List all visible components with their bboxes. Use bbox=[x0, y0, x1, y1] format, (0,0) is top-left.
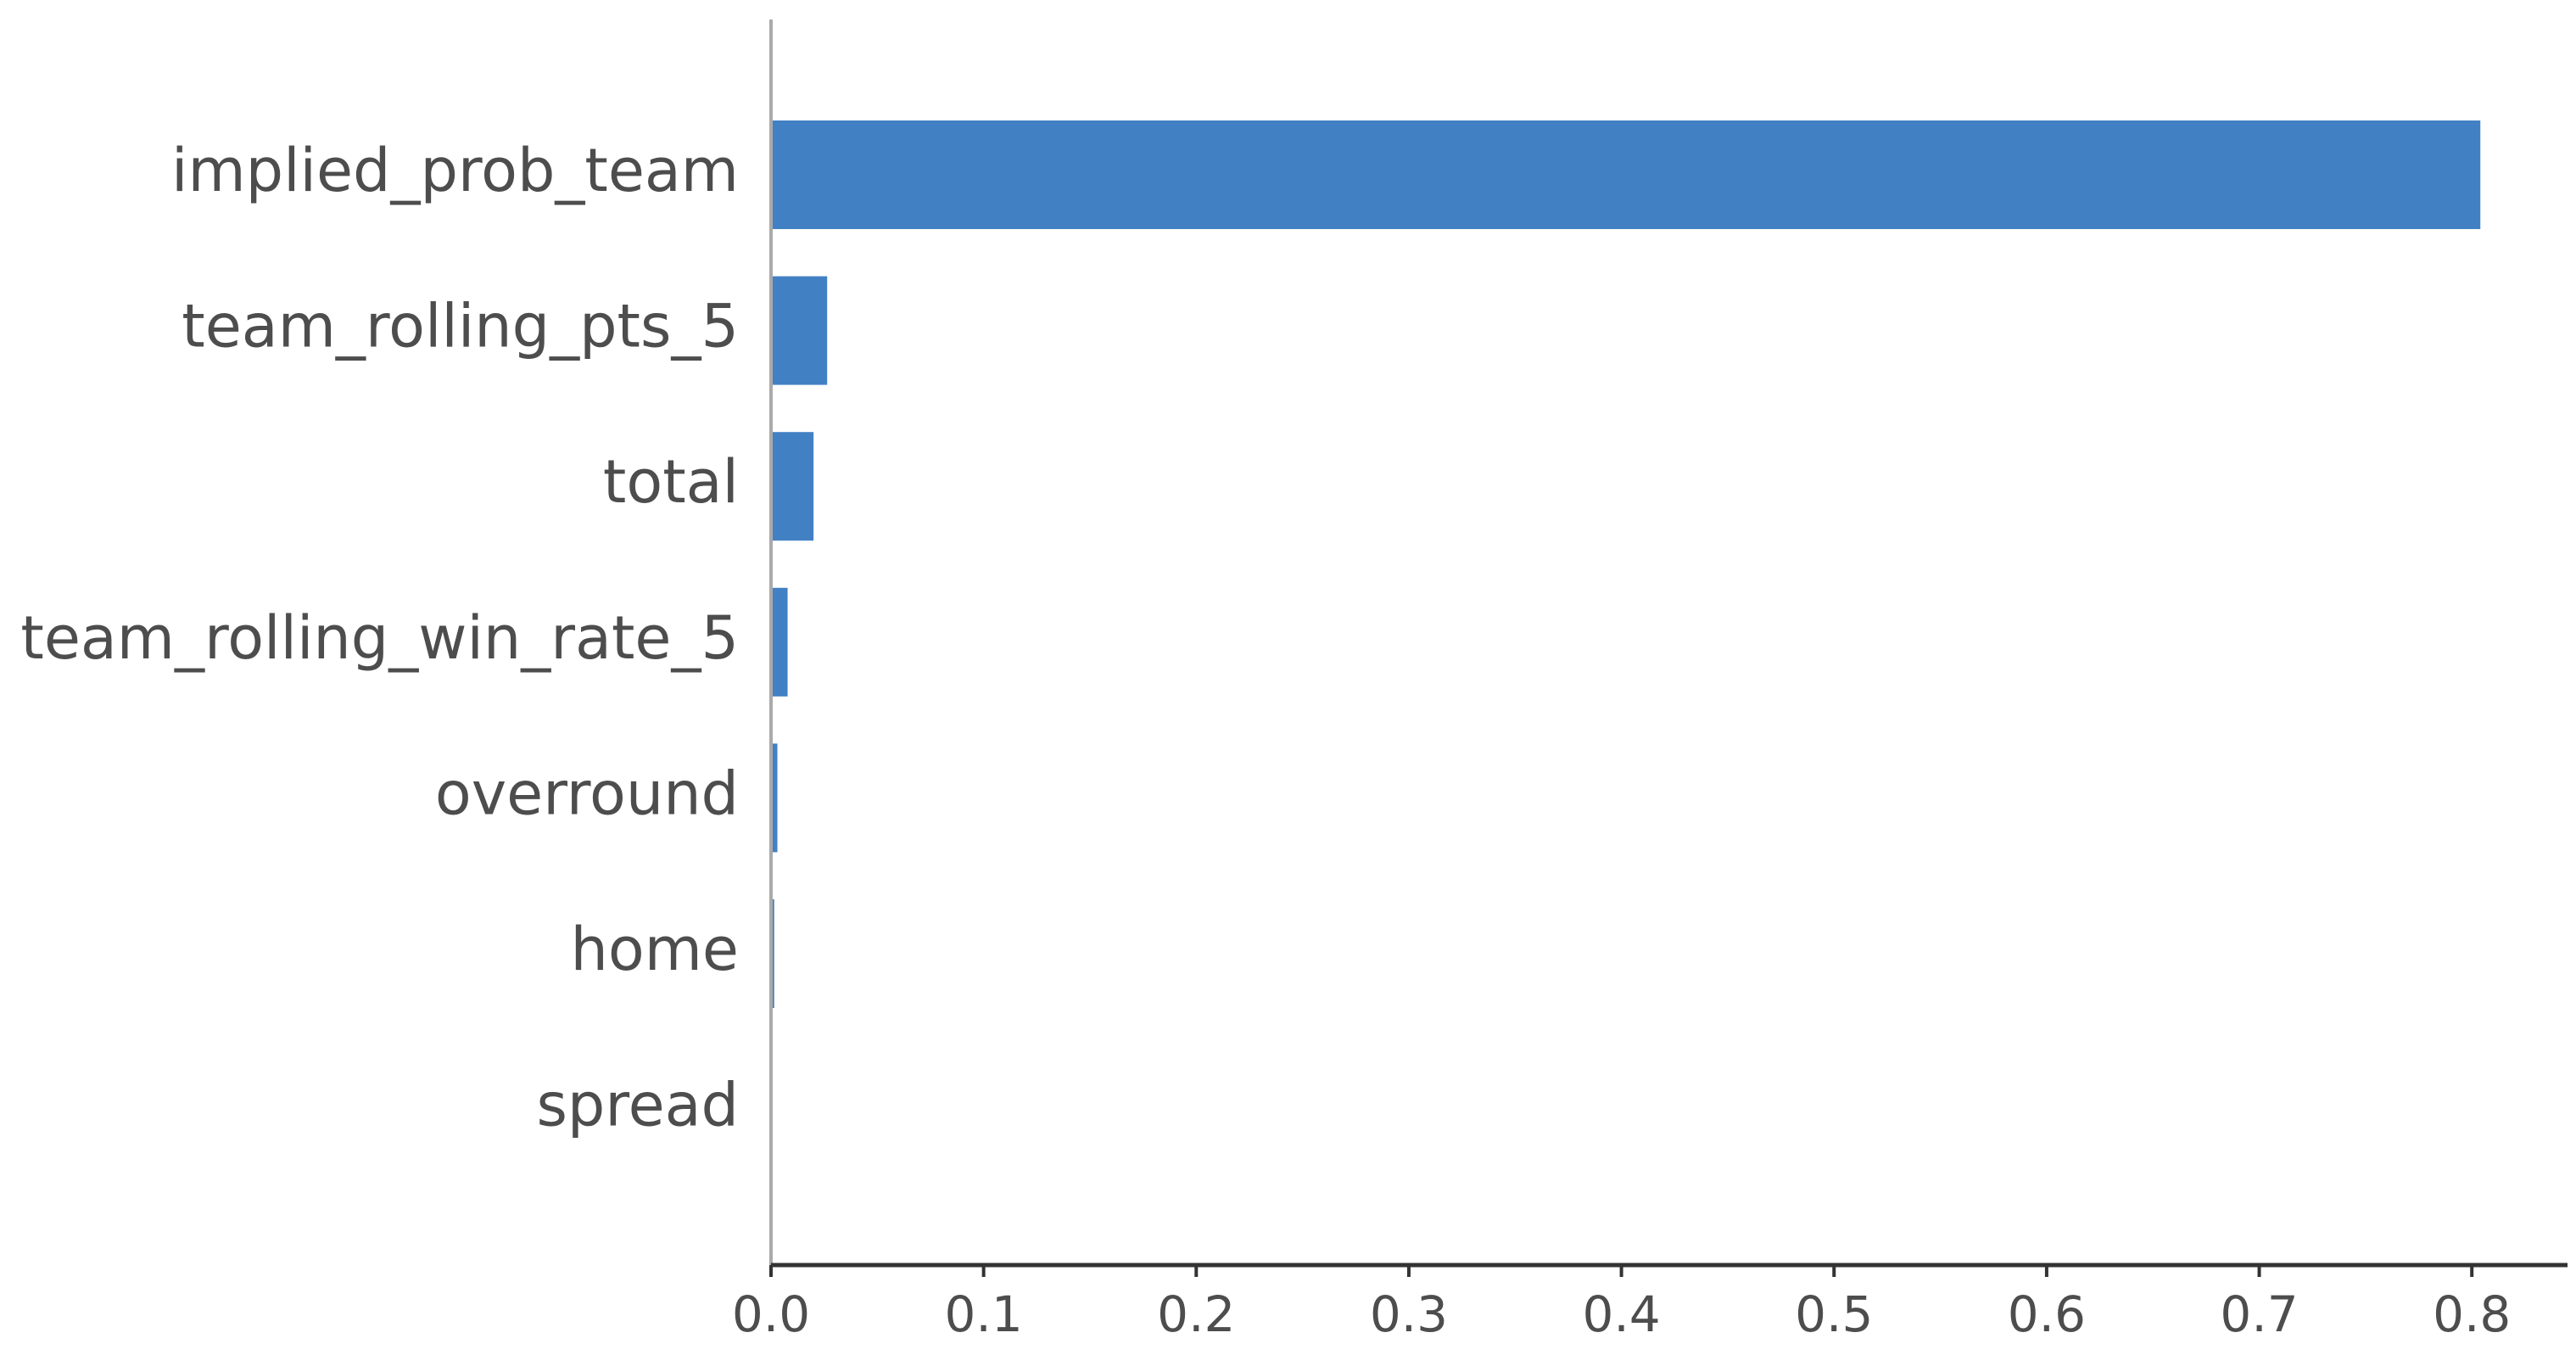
x-tick-label: 0.6 bbox=[2008, 1285, 2086, 1343]
x-tick-label: 0.2 bbox=[1157, 1285, 1235, 1343]
x-tick-label: 0.5 bbox=[1795, 1285, 1873, 1343]
x-tick-label: 0.0 bbox=[732, 1285, 810, 1343]
x-tick-label: 0.7 bbox=[2220, 1285, 2298, 1343]
y-tick-label: team_rolling_pts_5 bbox=[182, 292, 739, 361]
x-tick-label: 0.8 bbox=[2433, 1285, 2511, 1343]
x-tick-label: 0.4 bbox=[1582, 1285, 1660, 1343]
bar bbox=[771, 276, 828, 385]
bar bbox=[771, 120, 2481, 229]
x-tick-label: 0.1 bbox=[945, 1285, 1023, 1343]
y-tick-label: implied_prob_team bbox=[171, 136, 739, 205]
x-tick-label: 0.3 bbox=[1370, 1285, 1448, 1343]
y-tick-label: overround bbox=[435, 759, 739, 828]
bar bbox=[771, 743, 778, 853]
bar bbox=[771, 587, 788, 697]
bar bbox=[771, 432, 814, 541]
y-tick-label: spread bbox=[536, 1071, 739, 1140]
y-tick-label: team_rolling_win_rate_5 bbox=[20, 603, 739, 673]
y-tick-label: home bbox=[571, 915, 739, 984]
y-tick-label: total bbox=[603, 447, 739, 517]
